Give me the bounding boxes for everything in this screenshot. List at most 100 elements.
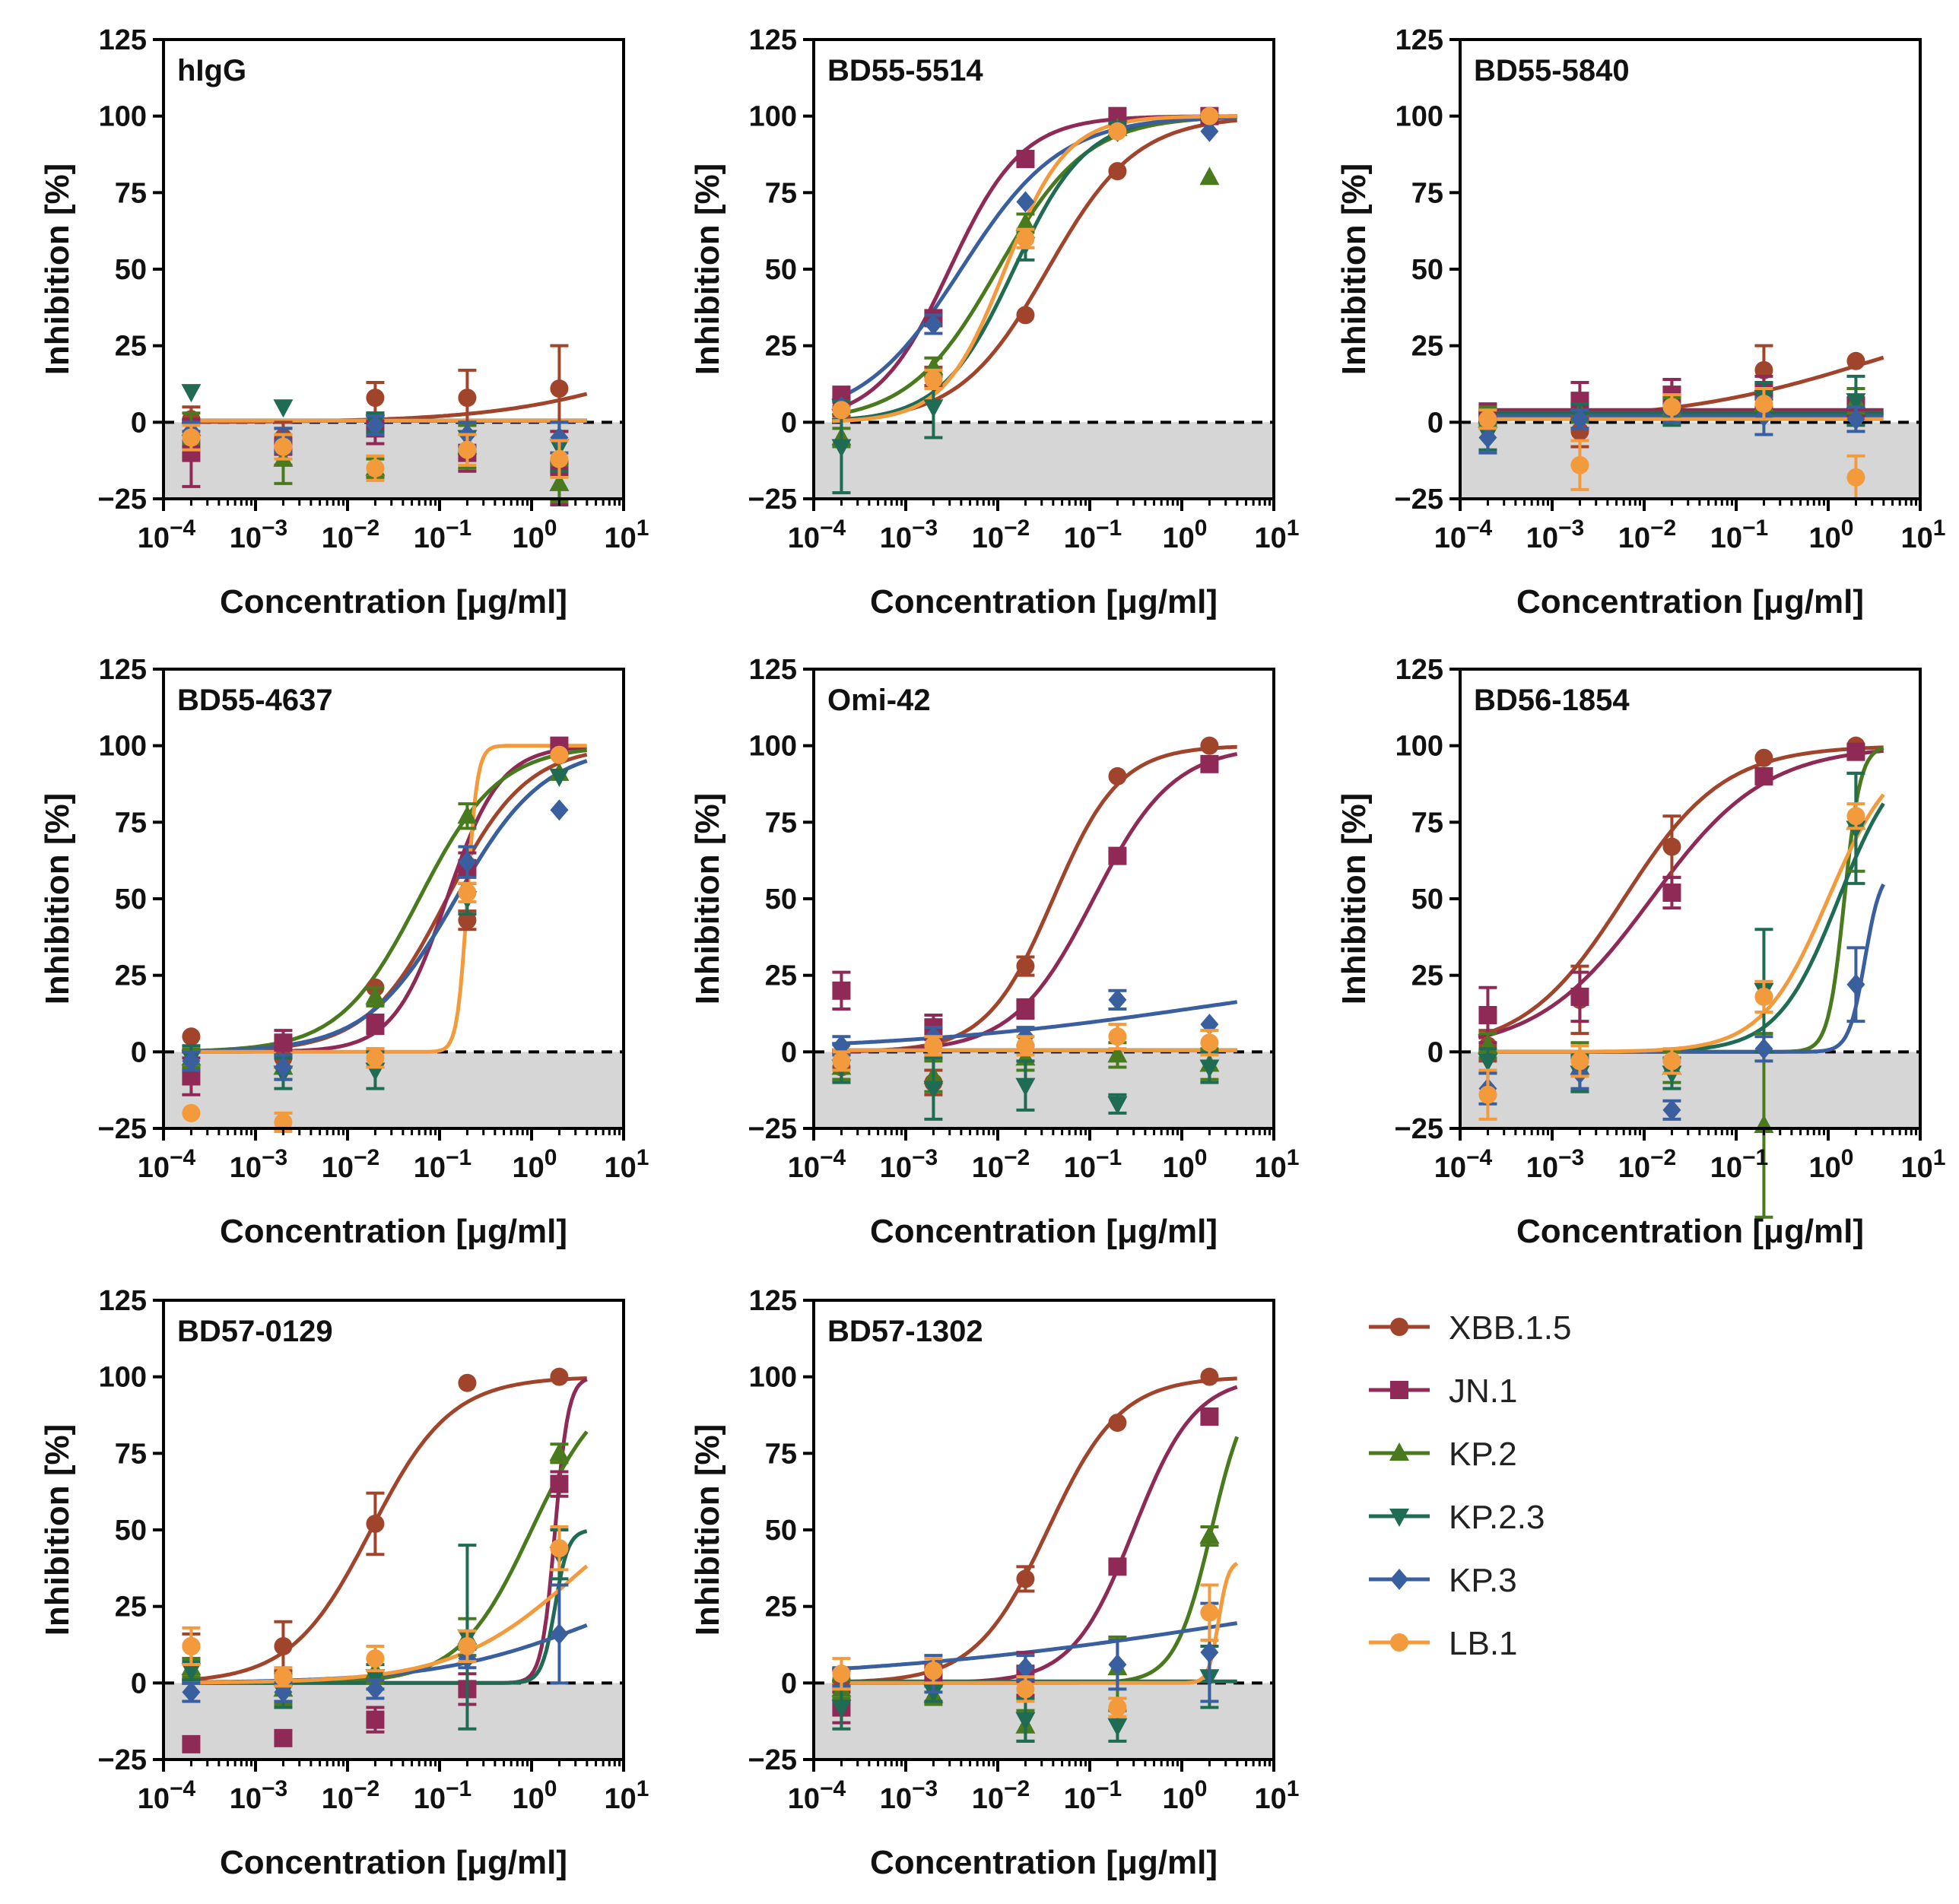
y-tick-label: 50	[1411, 884, 1443, 916]
x-tick-base: 10	[788, 1783, 820, 1815]
y-tick-label: 100	[99, 1362, 147, 1394]
x-tick-base: 10	[230, 1152, 262, 1184]
y-tick-label: 100	[749, 731, 797, 763]
x-tick-base: 10	[322, 1152, 354, 1184]
plot-area	[182, 744, 588, 1054]
y-tick-label: 0	[131, 1036, 147, 1068]
x-tick-label: 10−1	[1064, 1776, 1122, 1815]
legend-label: JN.1	[1449, 1372, 1517, 1410]
data-point	[1200, 1367, 1219, 1386]
data-point	[550, 1539, 569, 1558]
data-point	[366, 414, 385, 436]
x-tick-base: 10	[1710, 1152, 1742, 1184]
y-tick-label: 125	[1395, 24, 1443, 56]
y-tick-label: 0	[781, 407, 797, 439]
x-tick-label: 101	[1255, 516, 1300, 554]
negative-band	[1460, 422, 1920, 499]
data-point	[1016, 1680, 1035, 1699]
x-tick-label: 10−2	[1618, 516, 1677, 554]
curve-jn-1	[832, 1385, 1238, 1685]
y-tick-label: 100	[99, 101, 147, 133]
data-point	[182, 1067, 201, 1086]
y-axis-title: Inhibition [%]	[689, 1424, 726, 1636]
x-tick-base: 10	[605, 1783, 637, 1815]
panel-title: BD57-1302	[827, 1315, 983, 1348]
x-tick-label: 10−3	[230, 1145, 288, 1184]
curve-xbb-1-5	[182, 392, 588, 424]
curve-kp-3	[832, 1000, 1238, 1046]
legend-item: LB.1	[1369, 1625, 1518, 1662]
negative-band	[164, 1683, 624, 1760]
x-tick-exponent: −1	[1742, 516, 1768, 541]
y-tick-label: 100	[99, 731, 147, 763]
x-tick-exponent: −3	[912, 1776, 938, 1801]
curve-jn-1	[832, 752, 1238, 1054]
x-tick-base: 10	[414, 1152, 446, 1184]
curve-jn-1	[831, 114, 1237, 413]
y-tick-label: 50	[115, 1515, 147, 1547]
data-point	[1199, 1525, 1220, 1544]
x-tick-exponent: −2	[354, 516, 379, 541]
series-lb-1	[1478, 802, 1865, 1121]
x-axis-title: Concentration [μg/ml]	[1516, 1213, 1864, 1250]
legend-item: JN.1	[1369, 1372, 1517, 1410]
data-point	[1016, 1036, 1035, 1055]
x-tick-base: 10	[414, 1783, 446, 1815]
x-tick-base: 10	[138, 522, 170, 554]
x-tick-exponent: 0	[545, 516, 557, 541]
plot-area	[182, 392, 588, 424]
x-tick-label: 10−1	[1710, 1145, 1769, 1184]
data-point	[365, 1669, 386, 1688]
data-point	[182, 1050, 201, 1072]
data-point	[1108, 846, 1127, 865]
y-tick-label: 75	[765, 807, 797, 839]
x-tick-base: 10	[1809, 522, 1841, 554]
data-point	[274, 1637, 293, 1656]
y-tick-label: 125	[99, 654, 147, 686]
data-point	[458, 389, 477, 408]
x-tick-label: 10−4	[788, 1776, 846, 1815]
x-tick-base: 10	[1434, 522, 1466, 554]
y-tick-label: 50	[115, 884, 147, 916]
x-tick-base: 10	[605, 522, 637, 554]
data-point	[274, 437, 293, 456]
data-point	[182, 1027, 201, 1046]
x-tick-label: 10−3	[880, 516, 938, 554]
y-tick-label: 100	[1395, 101, 1443, 133]
y-tick-label: 75	[765, 1438, 797, 1470]
x-tick-base: 10	[230, 522, 262, 554]
x-tick-exponent: −3	[262, 1776, 287, 1801]
x-tick-base: 10	[880, 1783, 912, 1815]
x-tick-exponent: 1	[1287, 1776, 1300, 1801]
plot-area	[831, 114, 1237, 424]
plot-area	[832, 1376, 1240, 1685]
curve-lb-1	[832, 1561, 1239, 1685]
data-point	[924, 313, 943, 335]
x-tick-label: 10−1	[1064, 1145, 1122, 1184]
y-tick-label: 100	[749, 1362, 797, 1394]
x-tick-label: 10−4	[138, 1776, 196, 1815]
data-point	[366, 459, 385, 478]
y-tick-label: 125	[749, 24, 797, 56]
x-tick-base: 10	[1710, 522, 1742, 554]
x-tick-label: 10−2	[322, 1145, 380, 1184]
x-tick-label: 10−3	[1526, 1145, 1585, 1184]
x-tick-base: 10	[1526, 1152, 1558, 1184]
data-point	[458, 440, 477, 459]
x-tick-base: 10	[605, 1152, 637, 1184]
x-tick-exponent: 0	[1841, 1145, 1854, 1170]
data-point	[274, 1728, 293, 1747]
data-point	[1016, 229, 1035, 248]
x-tick-exponent: 0	[1841, 516, 1854, 541]
negative-band	[1460, 1052, 1920, 1128]
data-point	[1200, 1603, 1219, 1622]
x-tick-base: 10	[1809, 1152, 1841, 1184]
panel-title: BD56-1854	[1474, 684, 1630, 717]
data-point	[1846, 393, 1866, 412]
data-point	[550, 427, 569, 449]
x-axis-title: Concentration [μg/ml]	[870, 583, 1218, 620]
data-point	[1108, 1414, 1127, 1433]
